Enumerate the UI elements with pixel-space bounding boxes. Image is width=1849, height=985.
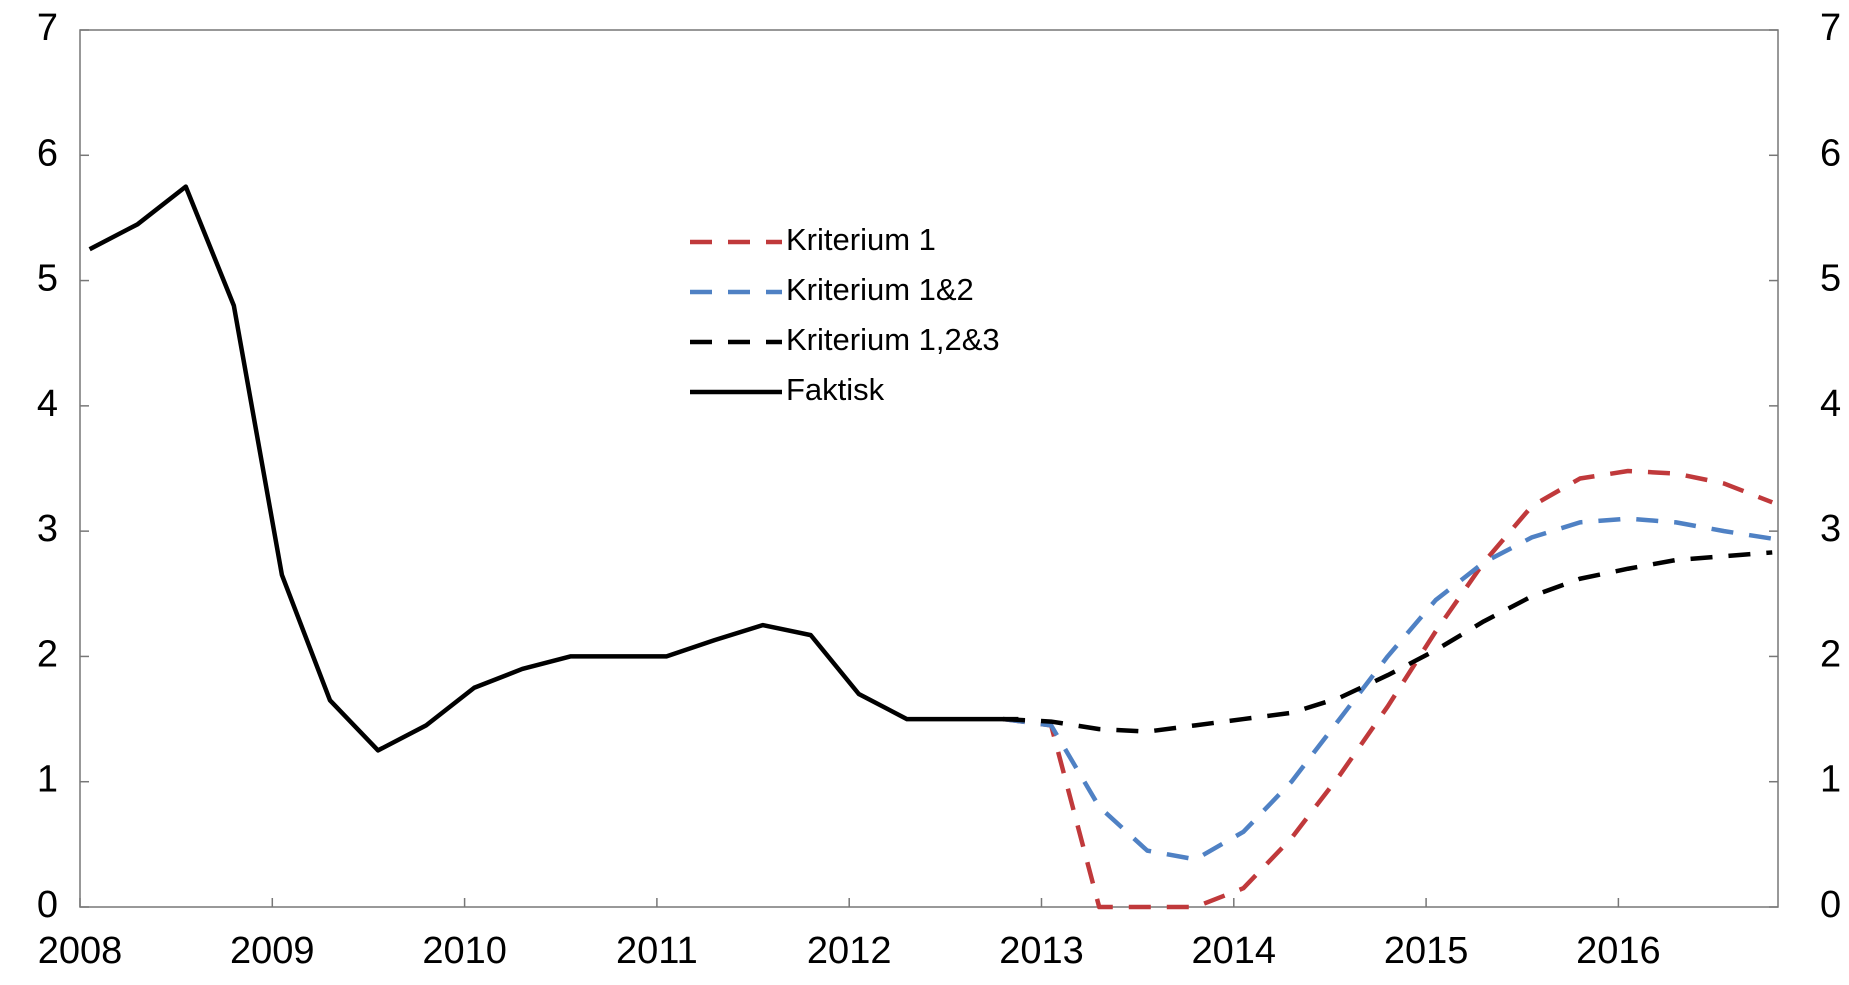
legend-label: Faktisk	[786, 372, 885, 407]
legend-label: Kriterium 1&2	[786, 272, 974, 307]
x-tick-label: 2010	[422, 930, 507, 972]
x-tick-label: 2013	[999, 930, 1084, 972]
x-tick-label: 2008	[38, 930, 123, 972]
x-tick-label: 2014	[1192, 930, 1277, 972]
y-tick-label: 2	[37, 633, 58, 675]
series-line	[1002, 550, 1773, 734]
y-tick-label: 5	[37, 258, 58, 300]
series-line	[1002, 468, 1774, 910]
series-line	[88, 184, 1019, 753]
y2-tick-label: 3	[1820, 508, 1841, 550]
legend-label: Kriterium 1,2&3	[786, 322, 1000, 357]
y-tick-label: 3	[37, 508, 58, 550]
y-tick-label: 4	[37, 383, 58, 425]
y-tick-label: 1	[37, 759, 58, 801]
y-tick-label: 6	[37, 132, 58, 174]
y-tick-label: 7	[37, 7, 58, 49]
x-tick-label: 2016	[1576, 930, 1661, 972]
y2-tick-label: 0	[1820, 884, 1841, 926]
x-tick-label: 2011	[616, 930, 698, 972]
y2-tick-label: 4	[1820, 383, 1841, 425]
y-tick-label: 0	[37, 884, 58, 926]
x-tick-label: 2009	[230, 930, 315, 972]
legend-label: Kriterium 1	[786, 222, 936, 257]
y2-tick-label: 2	[1820, 633, 1841, 675]
series-line	[1002, 516, 1773, 862]
x-tick-label: 2012	[807, 930, 892, 972]
y2-tick-label: 7	[1820, 7, 1841, 49]
x-tick-label: 2015	[1384, 930, 1469, 972]
y2-tick-label: 6	[1820, 132, 1841, 174]
y2-tick-label: 5	[1820, 258, 1841, 300]
plot-frame	[79, 29, 1779, 908]
y2-tick-label: 1	[1820, 759, 1841, 801]
